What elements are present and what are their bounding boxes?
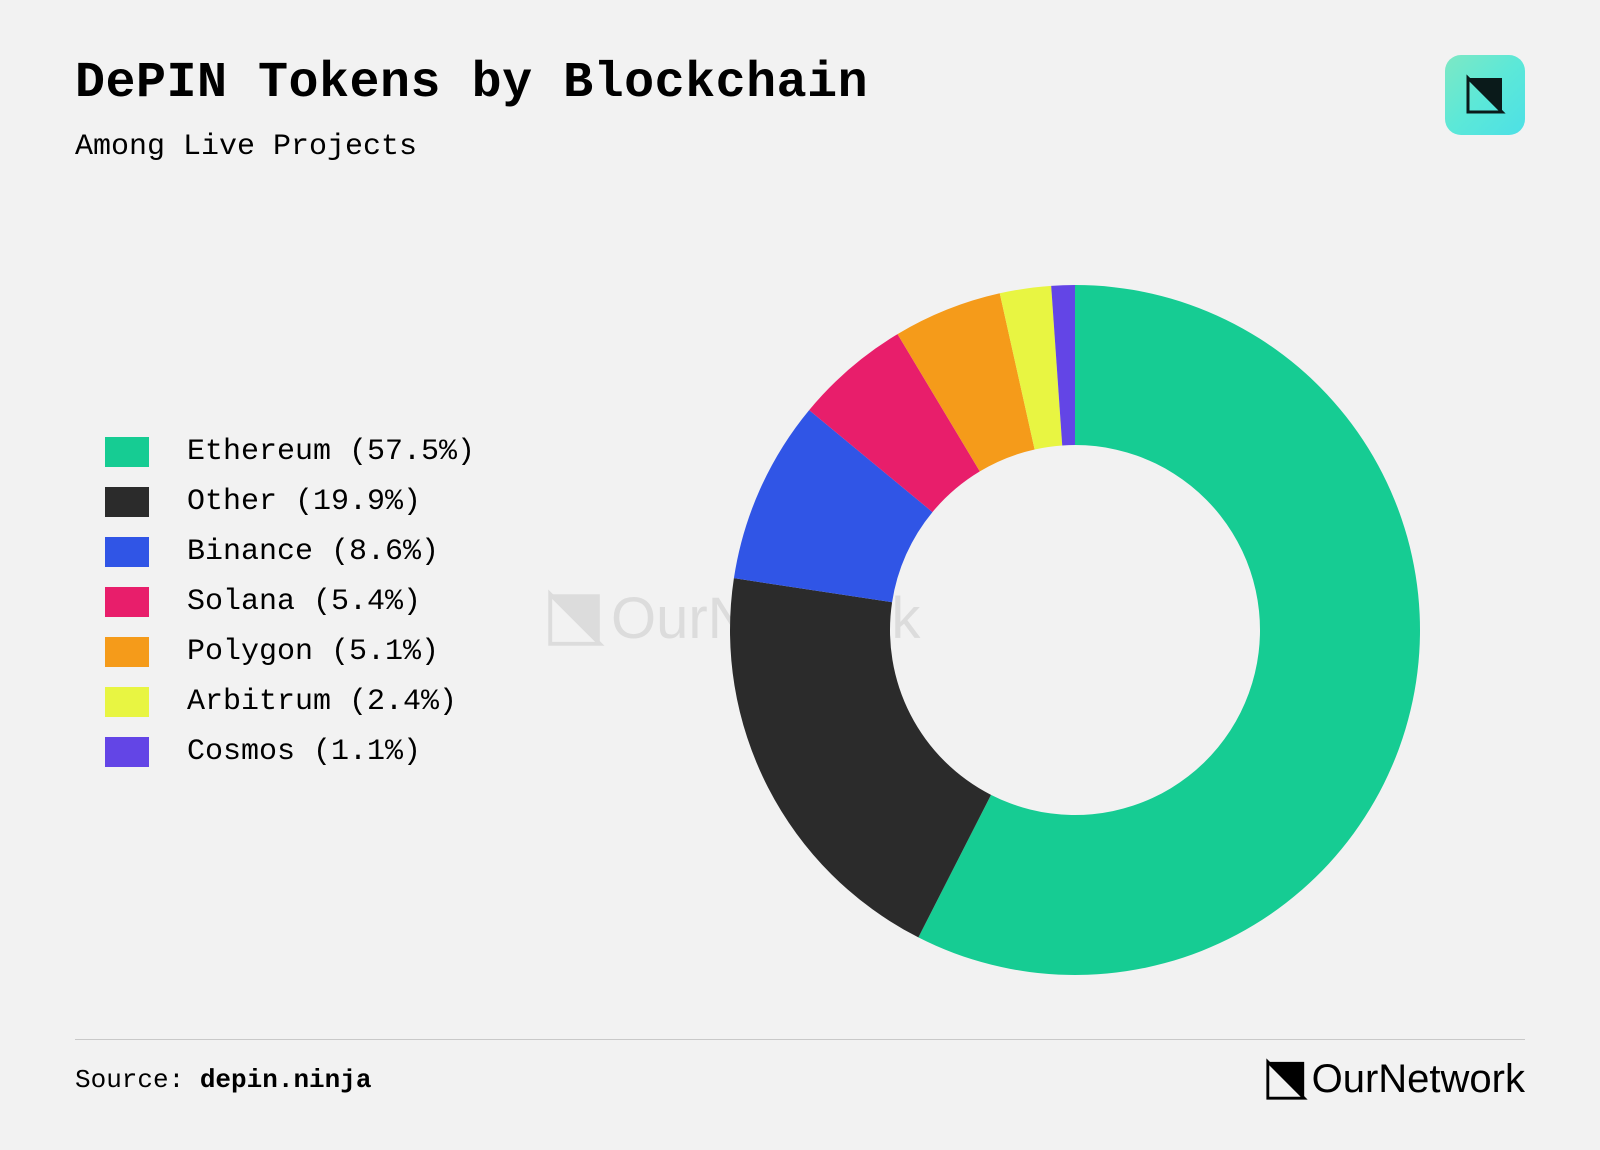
footer: Source: depin.ninja OurNetwork bbox=[75, 1057, 1525, 1102]
footer-brand: OurNetwork bbox=[1264, 1057, 1525, 1102]
legend-label: Cosmos (1.1%) bbox=[187, 735, 421, 769]
legend-swatch bbox=[105, 687, 149, 717]
chart-subtitle: Among Live Projects bbox=[75, 130, 1525, 164]
legend-swatch bbox=[105, 737, 149, 767]
legend-swatch bbox=[105, 487, 149, 517]
legend-item: Binance (8.6%) bbox=[105, 535, 475, 569]
legend-swatch bbox=[105, 437, 149, 467]
source-value: depin.ninja bbox=[200, 1065, 372, 1095]
brand-badge-icon bbox=[1462, 72, 1508, 118]
legend: Ethereum (57.5%) Other (19.9%) Binance (8.… bbox=[105, 435, 475, 785]
header: DePIN Tokens by Blockchain Among Live Pr… bbox=[75, 55, 1525, 164]
donut-chart bbox=[685, 240, 1465, 1020]
legend-item: Other (19.9%) bbox=[105, 485, 475, 519]
legend-label: Arbitrum (2.4%) bbox=[187, 685, 457, 719]
legend-swatch bbox=[105, 637, 149, 667]
legend-label: Binance (8.6%) bbox=[187, 535, 439, 569]
chart-title: DePIN Tokens by Blockchain bbox=[75, 55, 1525, 112]
legend-swatch bbox=[105, 537, 149, 567]
footer-brand-text: OurNetwork bbox=[1312, 1057, 1525, 1102]
source: Source: depin.ninja bbox=[75, 1065, 371, 1095]
legend-swatch bbox=[105, 587, 149, 617]
legend-item: Cosmos (1.1%) bbox=[105, 735, 475, 769]
legend-label: Polygon (5.1%) bbox=[187, 635, 439, 669]
legend-item: Solana (5.4%) bbox=[105, 585, 475, 619]
legend-item: Polygon (5.1%) bbox=[105, 635, 475, 669]
legend-label: Other (19.9%) bbox=[187, 485, 421, 519]
legend-label: Solana (5.4%) bbox=[187, 585, 421, 619]
legend-item: Ethereum (57.5%) bbox=[105, 435, 475, 469]
brand-badge bbox=[1445, 55, 1525, 135]
legend-item: Arbitrum (2.4%) bbox=[105, 685, 475, 719]
legend-label: Ethereum (57.5%) bbox=[187, 435, 475, 469]
footer-brand-icon bbox=[1264, 1058, 1308, 1102]
footer-rule bbox=[75, 1039, 1525, 1040]
watermark-icon bbox=[545, 589, 605, 649]
source-label: Source: bbox=[75, 1065, 200, 1095]
